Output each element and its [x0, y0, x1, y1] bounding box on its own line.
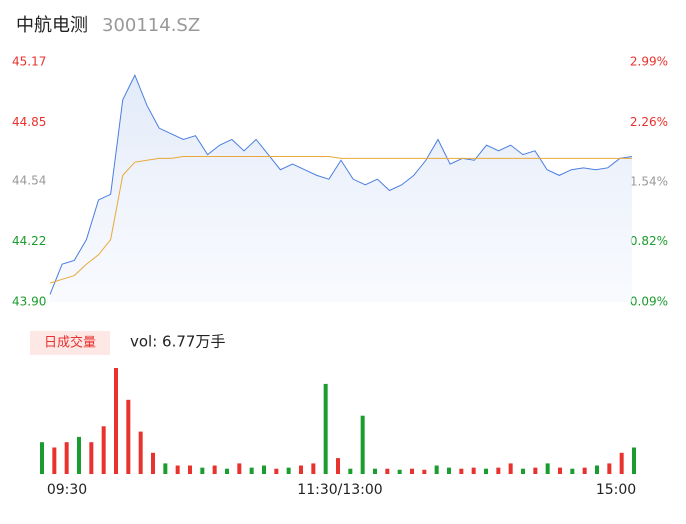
volume-bar: [496, 467, 501, 474]
volume-bar: [422, 469, 427, 474]
volume-bar: [434, 465, 439, 474]
volume-bar: [410, 468, 414, 474]
volume-bar: [200, 467, 205, 474]
volume-bar: [545, 463, 550, 474]
volume-bar: [533, 467, 538, 474]
y-tick-label: 44.22: [12, 234, 46, 248]
volume-bar: [101, 426, 106, 474]
y2-tick-label: 0.09%: [630, 295, 668, 309]
y-tick-label: 44.85: [12, 115, 46, 129]
volume-bar: [64, 442, 69, 474]
volume-bar: [360, 415, 365, 474]
volume-bar: [447, 467, 451, 474]
volume-bar: [249, 467, 254, 474]
volume-tab-label[interactable]: 日成交量: [44, 335, 96, 351]
y-tick-label: 45.17: [12, 55, 46, 69]
volume-bar: [286, 467, 291, 474]
volume-label: vol: 6.77万手: [130, 333, 225, 351]
y-tick-label: 44.54: [12, 174, 46, 188]
volume-bar: [323, 383, 328, 474]
y2-tick-label: 2.26%: [630, 115, 668, 129]
volume-bar: [570, 468, 575, 474]
volume-bar: [484, 468, 488, 474]
volume-bar: [52, 447, 57, 474]
volume-bar: [151, 452, 155, 474]
volume-bar: [311, 463, 316, 474]
volume-bar: [582, 467, 587, 474]
volume-bar: [336, 458, 340, 474]
volume-bar: [77, 436, 81, 474]
volume-bar: [138, 431, 143, 474]
volume-tab[interactable]: [30, 331, 110, 355]
volume-bar: [607, 463, 612, 474]
average-line: [49, 155, 632, 284]
volume-bar: [175, 465, 180, 474]
x-tick-label: 15:00: [596, 482, 636, 498]
price-area: [50, 75, 632, 302]
volume-bar: [373, 468, 377, 474]
volume-bar: [114, 368, 118, 474]
volume-bar: [385, 468, 390, 474]
price-line: [49, 74, 633, 295]
volume-bar: [348, 468, 353, 474]
volume-bar: [558, 467, 562, 474]
stock-code: 300114.SZ: [102, 15, 200, 36]
volume-bar: [262, 465, 266, 474]
volume-bar: [521, 468, 525, 474]
volume-bar: [89, 442, 94, 474]
volume-bar: [225, 468, 229, 474]
y2-tick-label: 0.82%: [630, 234, 668, 248]
volume-bar: [212, 465, 217, 474]
stock-name: 中航电测: [16, 15, 88, 36]
volume-bar: [471, 467, 476, 474]
volume-bar: [595, 465, 599, 474]
volume-bar: [299, 465, 303, 474]
volume-bar: [237, 463, 242, 474]
x-tick-label: 11:30/13:00: [297, 482, 382, 498]
y-tick-label: 43.90: [12, 295, 46, 309]
volume-bar: [508, 463, 513, 474]
volume-bar: [459, 468, 464, 474]
volume-bar: [397, 469, 402, 474]
y2-tick-label: 1.54%: [630, 175, 668, 189]
y2-tick-label: 2.99%: [630, 55, 668, 69]
volume-bar: [188, 465, 192, 474]
volume-bar: [40, 442, 44, 474]
volume-bar: [163, 463, 168, 474]
x-tick-label: 09:30: [47, 482, 87, 498]
volume-bar: [274, 468, 279, 474]
volume-bar: [619, 452, 624, 474]
volume-bar: [632, 447, 636, 474]
volume-bar: [126, 399, 131, 474]
